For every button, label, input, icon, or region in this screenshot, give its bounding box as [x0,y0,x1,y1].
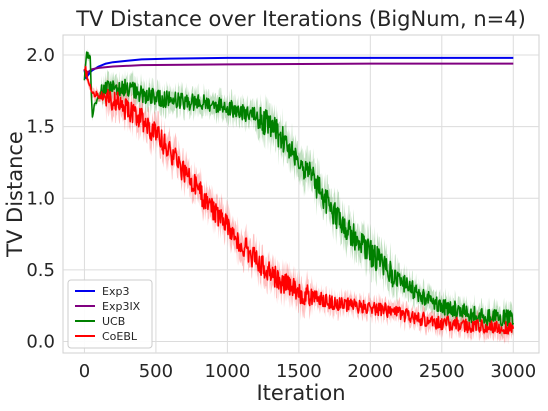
series-line-coebl [83,65,515,335]
legend-label: Exp3 [102,285,129,298]
series-lines [83,51,515,335]
x-tick-label: 3000 [490,361,536,382]
x-tick-label: 1500 [276,361,322,382]
chart-title: TV Distance over Iterations (BigNum, n=4… [75,7,526,31]
x-tick-label: 1000 [204,361,250,382]
y-tick-label: 2.0 [26,45,55,66]
x-tick-label: 2000 [347,361,393,382]
x-axis-label: Iteration [256,381,345,405]
y-axis-label: TV Distance [3,131,27,258]
legend-box [67,279,153,349]
x-tick-label: 2500 [419,361,465,382]
legend-label: Exp3IX [102,300,141,313]
legend: Exp3 Exp3IX UCB CoEBL [67,279,153,349]
y-tick-label: 0.0 [26,332,55,353]
y-tick-label: 1.0 [26,188,55,209]
legend-label: UCB [102,315,125,328]
legend-label: CoEBL [102,330,138,343]
y-tick-label: 0.5 [26,260,55,281]
x-tick-label: 500 [139,361,173,382]
series-line-exp3 [83,56,514,79]
series-line-ucb [83,51,515,327]
tick-labels: 0 500 1000 1500 2000 2500 3000 0.0 0.5 1.0 1.5 2.0 [26,45,536,382]
x-tick-label: 0 [79,361,90,382]
y-tick-label: 1.5 [26,117,55,138]
